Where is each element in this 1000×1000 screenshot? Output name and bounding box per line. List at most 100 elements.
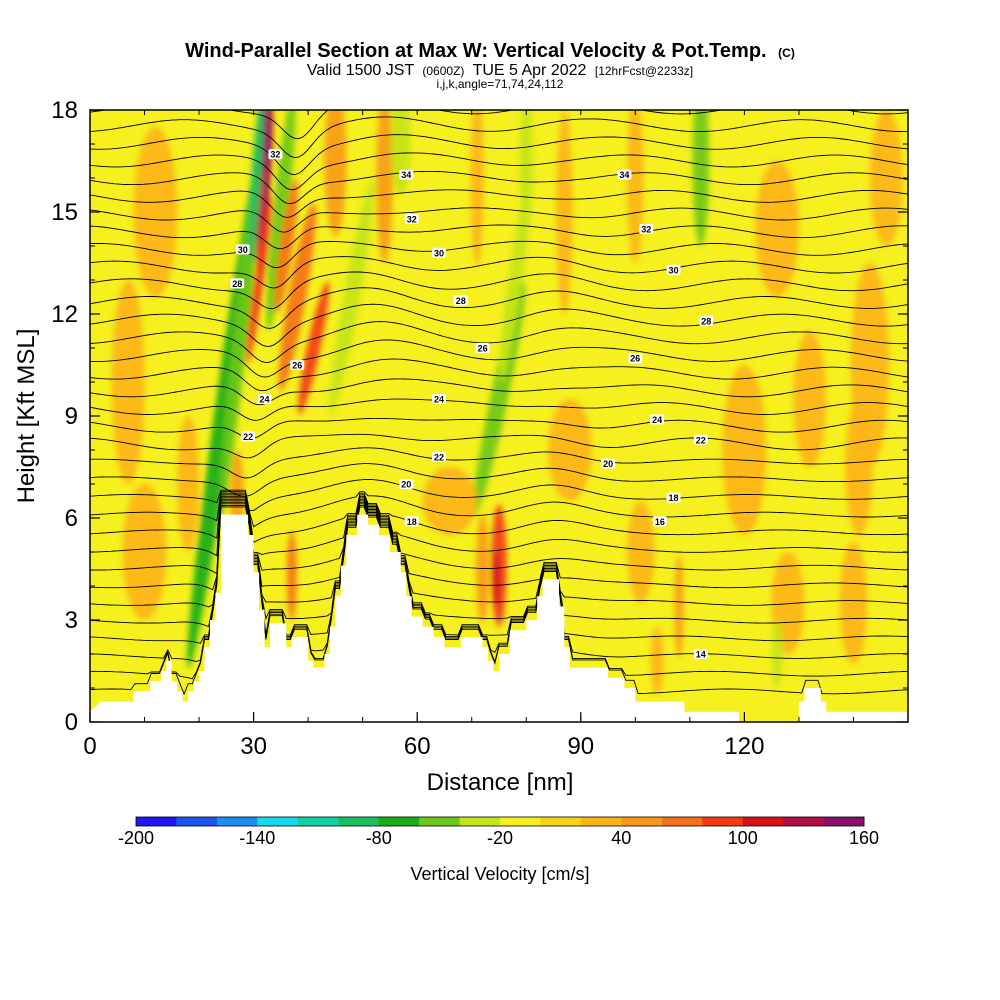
- colorbar-swatch: [621, 817, 663, 826]
- contour-label: 26: [290, 360, 305, 371]
- svg-text:Wind-Parallel Section at Max W: Wind-Parallel Section at Max W: Vertical…: [185, 40, 795, 62]
- svg-text:22: 22: [696, 435, 706, 445]
- svg-text:Valid 1500 JST (0600Z): Valid 1500 JST (0600Z) TUE 5 Apr 2022 [1…: [307, 62, 693, 79]
- velocity-cell: [376, 110, 393, 263]
- colorbar-swatch: [257, 817, 299, 826]
- colorbar-tick-label: -80: [366, 828, 392, 848]
- contour-label: 28: [453, 295, 468, 306]
- svg-text:26: 26: [630, 354, 640, 364]
- contour-label: 22: [693, 434, 708, 445]
- svg-text:28: 28: [456, 296, 466, 306]
- colorbar-swatch: [540, 817, 582, 826]
- y-tick-label: 3: [65, 607, 78, 634]
- copyright-mark: (C): [778, 46, 795, 60]
- velocity-cell: [329, 179, 374, 415]
- chart-title: Wind-Parallel Section at Max W: Vertical…: [185, 40, 766, 62]
- isotherm-line: [90, 321, 908, 364]
- x-tick-label: 120: [724, 733, 764, 760]
- x-axis: 0 30 60 90 120: [83, 110, 909, 760]
- velocity-cell: [548, 399, 592, 501]
- velocity-cell: [274, 178, 298, 314]
- section-indices: i,j,k,angle=71,74,24,112: [437, 77, 564, 91]
- velocity-cell: [793, 331, 827, 467]
- valid-time: Valid 1500 JST: [307, 62, 415, 79]
- velocity-cell: [133, 127, 178, 297]
- velocity-cell: [248, 110, 264, 263]
- colorbar-swatch: [459, 817, 501, 826]
- velocity-cell: [627, 110, 644, 263]
- contour-label: 16: [652, 516, 667, 527]
- colorbar-swatch: [742, 817, 784, 826]
- isotherm-line: [90, 240, 908, 269]
- isotherm-line: [90, 494, 908, 557]
- colorbar-swatch: [500, 817, 541, 826]
- velocity-cell: [286, 531, 297, 620]
- contour-label: 22: [241, 431, 256, 442]
- isotherm-line: [90, 287, 908, 329]
- terrain: [90, 514, 908, 722]
- svg-text:24: 24: [434, 395, 444, 405]
- isotherm-line: [90, 501, 908, 644]
- velocity-cell: [627, 501, 655, 603]
- contour-label: 34: [617, 169, 632, 180]
- svg-text:30: 30: [434, 248, 444, 258]
- svg-text:34: 34: [619, 170, 629, 180]
- isotherm-line: [90, 207, 908, 233]
- svg-text:24: 24: [259, 395, 269, 405]
- valid-date: TUE 5 Apr 2022: [473, 62, 587, 79]
- isotherm-line: [90, 170, 908, 205]
- plot-area: 14 16 18 18 20 20 22 22 22 24 24 24 26 26 26 28 28 28 30 30…: [90, 110, 908, 722]
- velocity-cell: [869, 110, 903, 246]
- isotherm-line: [90, 378, 908, 406]
- contour-label: 24: [257, 394, 272, 405]
- contour-label: 24: [432, 394, 446, 405]
- x-tick-label: 30: [240, 733, 267, 760]
- velocity-cell: [122, 484, 167, 620]
- svg-text:22: 22: [243, 432, 253, 442]
- contour-label: 28: [230, 278, 245, 289]
- isotherm-line: [90, 479, 908, 512]
- forecast-info: [12hrFcst@2233z]: [595, 64, 693, 78]
- velocity-cell: [470, 110, 484, 267]
- isotherm-line: [90, 224, 908, 250]
- velocity-cell: [246, 195, 272, 365]
- contour-label: 26: [628, 353, 643, 364]
- svg-text:20: 20: [603, 459, 613, 469]
- isotherm-line: [90, 339, 908, 378]
- contour-label: 30: [235, 244, 250, 255]
- svg-text:30: 30: [668, 265, 678, 275]
- y-tick-label: 18: [51, 97, 78, 124]
- contour-label: 14: [693, 649, 708, 660]
- velocity-cell: [839, 541, 868, 665]
- contour-label: 30: [666, 264, 681, 275]
- velocity-cell: [519, 110, 533, 229]
- svg-text:22: 22: [434, 452, 444, 462]
- velocity-cell: [499, 178, 532, 382]
- isotherm-line: [90, 189, 908, 218]
- colorbar-tick-label: 160: [849, 828, 879, 848]
- colorbar-swatch: [378, 817, 420, 826]
- isotherm-line: [90, 463, 908, 497]
- svg-text:32: 32: [641, 225, 651, 235]
- colorbar-swatch: [661, 817, 703, 826]
- y-tick-label: 12: [51, 301, 78, 328]
- isotherm-line: [90, 504, 908, 680]
- svg-text:32: 32: [270, 150, 280, 160]
- svg-text:34: 34: [401, 170, 411, 180]
- isotherm-line: [90, 303, 908, 347]
- isotherm-line: [90, 134, 908, 176]
- colorbar-label: Vertical Velocity [cm/s]: [410, 864, 589, 884]
- potential-temperature-contours: [90, 110, 908, 696]
- contour-label: 20: [399, 479, 414, 490]
- velocity-cell: [422, 467, 478, 535]
- y-axis: 0 3 6 9 12 15 18: [51, 97, 908, 736]
- svg-text:28: 28: [232, 279, 242, 289]
- y-tick-label: 15: [51, 199, 78, 226]
- isotherm-line: [90, 447, 908, 479]
- isotherm-line: [90, 110, 908, 140]
- colorbar-swatch: [297, 817, 339, 826]
- isotherm-line: [90, 152, 908, 191]
- velocity-cell: [278, 203, 316, 391]
- contour-label: 32: [639, 224, 654, 235]
